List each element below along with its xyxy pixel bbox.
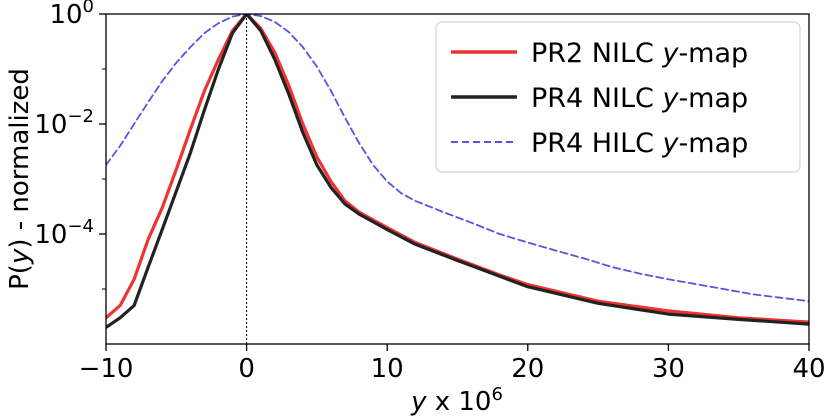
legend-entry-pr4-nilc: PR4 NILC y-map <box>451 83 748 114</box>
x-axis-label: y x 106 <box>410 384 503 417</box>
x-axis-ticks: −10 0 10 20 30 40 <box>79 344 826 384</box>
x-tick-label: 0 <box>238 354 255 384</box>
y-tick-label: 10−2 <box>34 106 94 140</box>
legend-label-pr4-nilc: PR4 NILC y-map <box>531 83 748 114</box>
y-tick-label: 100 <box>49 0 94 30</box>
x-tick-label: 30 <box>652 354 685 384</box>
legend-entry-pr4-hilc: PR4 HILC y-map <box>451 128 748 159</box>
legend-label-pr2-nilc: PR2 NILC y-map <box>531 38 748 69</box>
x-tick-label: 20 <box>511 354 544 384</box>
x-tick-label: 40 <box>792 354 825 384</box>
series-line-pr4-nilc-y-map <box>106 14 809 329</box>
legend-box <box>435 21 801 173</box>
y-axis-ticks: 100 10−2 10−4 <box>34 0 106 290</box>
x-tick-label: −10 <box>79 354 134 384</box>
legend-label-pr4-hilc: PR4 HILC y-map <box>531 128 748 159</box>
x-tick-label: 10 <box>371 354 404 384</box>
series-line-pr4-hilc-y-map <box>106 14 809 303</box>
legend: PR2 NILC y-map PR4 NILC y-map PR4 HILC y… <box>435 21 801 173</box>
legend-entry-pr2-nilc: PR2 NILC y-map <box>451 38 748 69</box>
y-axis-label: P(y) - normalized <box>5 68 35 290</box>
y-tick-label: 10−4 <box>34 216 94 250</box>
series-layer <box>106 14 809 329</box>
